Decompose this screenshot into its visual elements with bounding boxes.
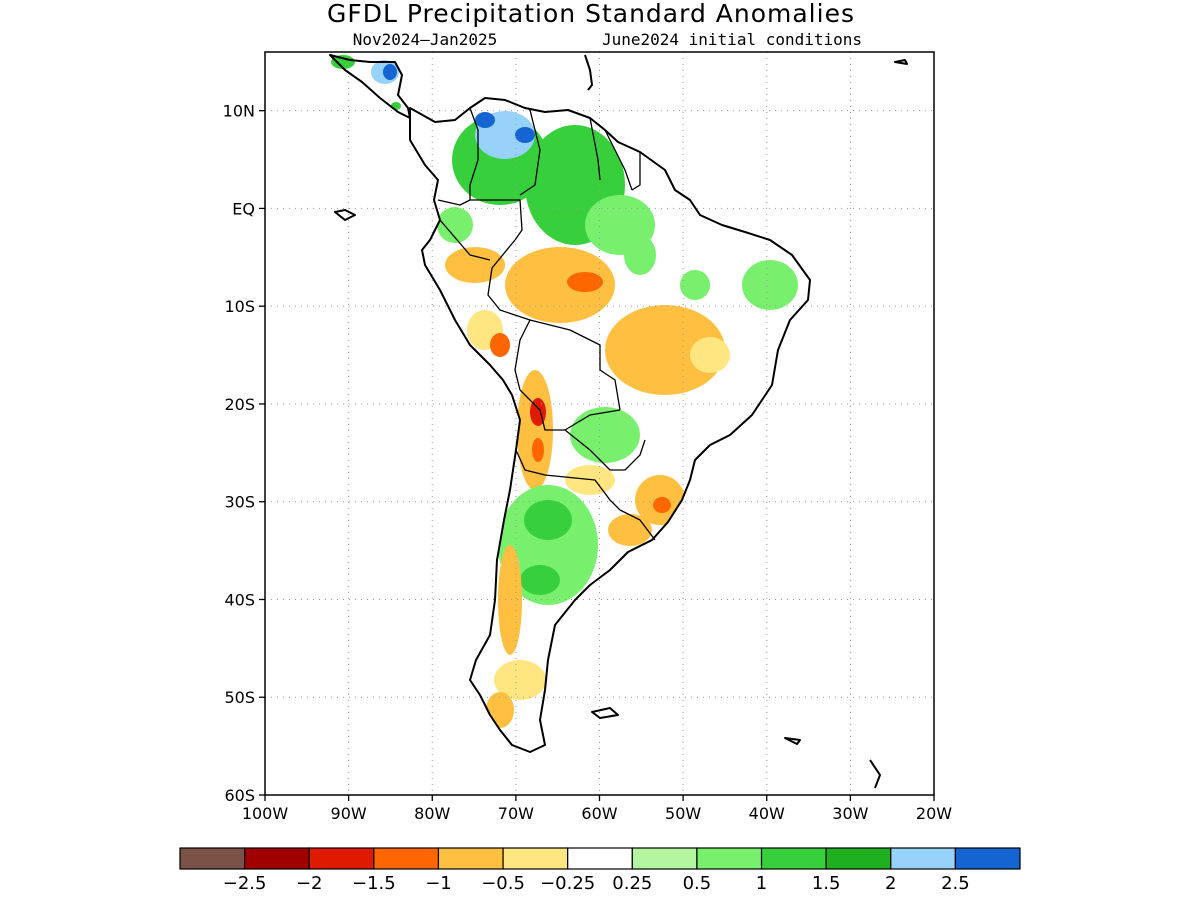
colorbar-label: −2 — [296, 873, 323, 894]
lon-tick-label: 80W — [414, 804, 450, 823]
central-america-landmass — [329, 54, 411, 119]
colorbar-label: −2.5 — [223, 873, 267, 894]
lat-tick-label: 60S — [224, 786, 255, 805]
lon-tick-label: 100W — [242, 804, 289, 823]
lon-tick-label: 40W — [749, 804, 785, 823]
colorbar-label: 2.5 — [941, 873, 970, 894]
longitude-axis: 100W 90W 80W 70W 60W 50W 40W 30W 20W — [242, 795, 952, 823]
lon-tick-label: 90W — [331, 804, 367, 823]
colorbar-label: 1.5 — [812, 873, 841, 894]
colorbar-swatch — [437, 847, 504, 870]
lat-tick-label: 20S — [224, 395, 255, 414]
lat-tick-label: 30S — [224, 493, 255, 512]
map-title: GFDL Precipitation Standard Anomalies — [327, 0, 855, 28]
map-subtitle-period: Nov2024–Jan2025 — [353, 30, 498, 49]
country-borders — [437, 107, 656, 541]
colorbar-swatch — [502, 847, 569, 870]
colorbar-label: −1.5 — [352, 873, 396, 894]
lat-tick-label: 10N — [223, 102, 255, 121]
lat-tick-label: EQ — [232, 199, 255, 218]
colorbar-label: −1 — [425, 873, 452, 894]
lon-tick-label: 30W — [832, 804, 868, 823]
colorbar: −2.5 −2 −1.5 −1 −0.5 −0.25 0.25 0.5 1 1.5 2 2.5 — [179, 847, 1021, 894]
south-america-coastline — [409, 97, 811, 753]
colorbar-swatch — [567, 847, 633, 870]
colorbar-label: 0.5 — [683, 873, 712, 894]
colorbar-label: −0.5 — [481, 873, 525, 894]
colorbar-swatch — [179, 847, 246, 870]
lat-tick-label: 50S — [224, 688, 255, 707]
colorbar-swatch — [890, 847, 956, 870]
lon-tick-label: 60W — [581, 804, 617, 823]
colorbar-label: 0.25 — [612, 873, 652, 894]
lat-tick-label: 40S — [224, 590, 255, 609]
colorbar-swatch — [825, 847, 892, 870]
colorbar-swatch — [631, 847, 698, 870]
map-subtitle-initial-conditions: June2024 initial conditions — [602, 30, 862, 49]
islands — [334, 54, 908, 789]
colorbar-swatch — [308, 847, 375, 870]
colorbar-swatch — [244, 847, 310, 870]
lat-tick-label: 10S — [224, 297, 255, 316]
lon-tick-label: 50W — [665, 804, 701, 823]
lon-tick-label: 20W — [916, 804, 952, 823]
colorbar-swatch — [954, 847, 1021, 870]
colorbar-swatch — [373, 847, 440, 870]
colorbar-swatch — [696, 847, 763, 870]
latitude-axis: 10N EQ 10S 20S 30S 40S 50S 60S — [223, 102, 265, 805]
lon-tick-label: 70W — [498, 804, 534, 823]
colorbar-label: 2 — [885, 873, 896, 894]
colorbar-label: −0.25 — [540, 873, 595, 894]
colorbar-swatch — [760, 847, 827, 870]
colorbar-label: 1 — [756, 873, 767, 894]
